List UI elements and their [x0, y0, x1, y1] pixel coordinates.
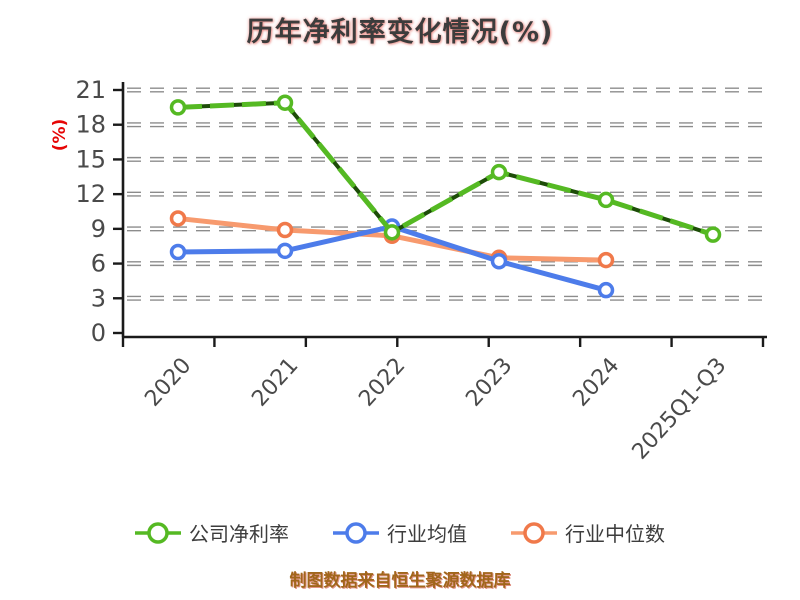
legend-item-company-net-margin[interactable]: 公司净利率	[135, 518, 289, 547]
legend-marker-icon	[333, 521, 379, 544]
y-tick-label: 3	[91, 284, 106, 312]
series-marker-0	[169, 99, 187, 116]
series-marker-0	[704, 226, 722, 243]
y-tick-label: 12	[75, 180, 106, 208]
x-axis-label: 2021	[247, 353, 303, 411]
legend-label: 行业中位数	[565, 522, 665, 546]
series-marker-1	[169, 243, 187, 261]
legend-marker-icon	[511, 521, 557, 544]
y-tick-label: 18	[75, 111, 106, 139]
x-axis-label: 2024	[568, 353, 624, 411]
x-axis-label: 2020	[140, 353, 196, 411]
series-marker-2	[276, 221, 294, 239]
series-marker-0	[490, 163, 508, 181]
y-tick-label: 9	[91, 215, 106, 243]
chart-title: 历年净利率变化情况(%)	[246, 17, 554, 48]
legend-circle	[345, 521, 367, 544]
legend-label: 公司净利率	[189, 522, 289, 546]
series-marker-0	[383, 224, 401, 241]
legend-marker-icon	[135, 521, 181, 544]
series-line-0	[177, 100, 714, 238]
series-marker-1	[490, 253, 508, 270]
legend-circle	[523, 521, 545, 544]
x-axis-label: 2022	[354, 353, 410, 411]
x-axis-label: 2025Q1-Q3	[628, 353, 732, 464]
chart-legend: 公司净利率 行业均值 行业中位数	[0, 518, 800, 547]
series-marker-0	[276, 94, 294, 111]
series-marker-1	[597, 281, 615, 299]
series-underline-0	[177, 100, 714, 237]
y-tick-label: 6	[91, 250, 106, 278]
series-marker-2	[169, 210, 187, 227]
series-marker-0	[597, 191, 615, 209]
y-tick-label: 21	[75, 76, 106, 104]
legend-label: 行业均值	[387, 522, 467, 546]
series-marker-2	[597, 251, 615, 269]
x-axis-label: 2023	[461, 353, 517, 411]
legend-item-industry-median[interactable]: 行业中位数	[511, 518, 665, 547]
data-source-note: 制图数据来自恒生聚源数据库	[289, 571, 511, 591]
y-tick-label: 15	[75, 145, 106, 173]
legend-item-industry-mean[interactable]: 行业均值	[333, 518, 467, 547]
series-marker-1	[276, 242, 294, 260]
y-tick-label: 0	[91, 319, 106, 347]
legend-circle	[147, 521, 169, 544]
